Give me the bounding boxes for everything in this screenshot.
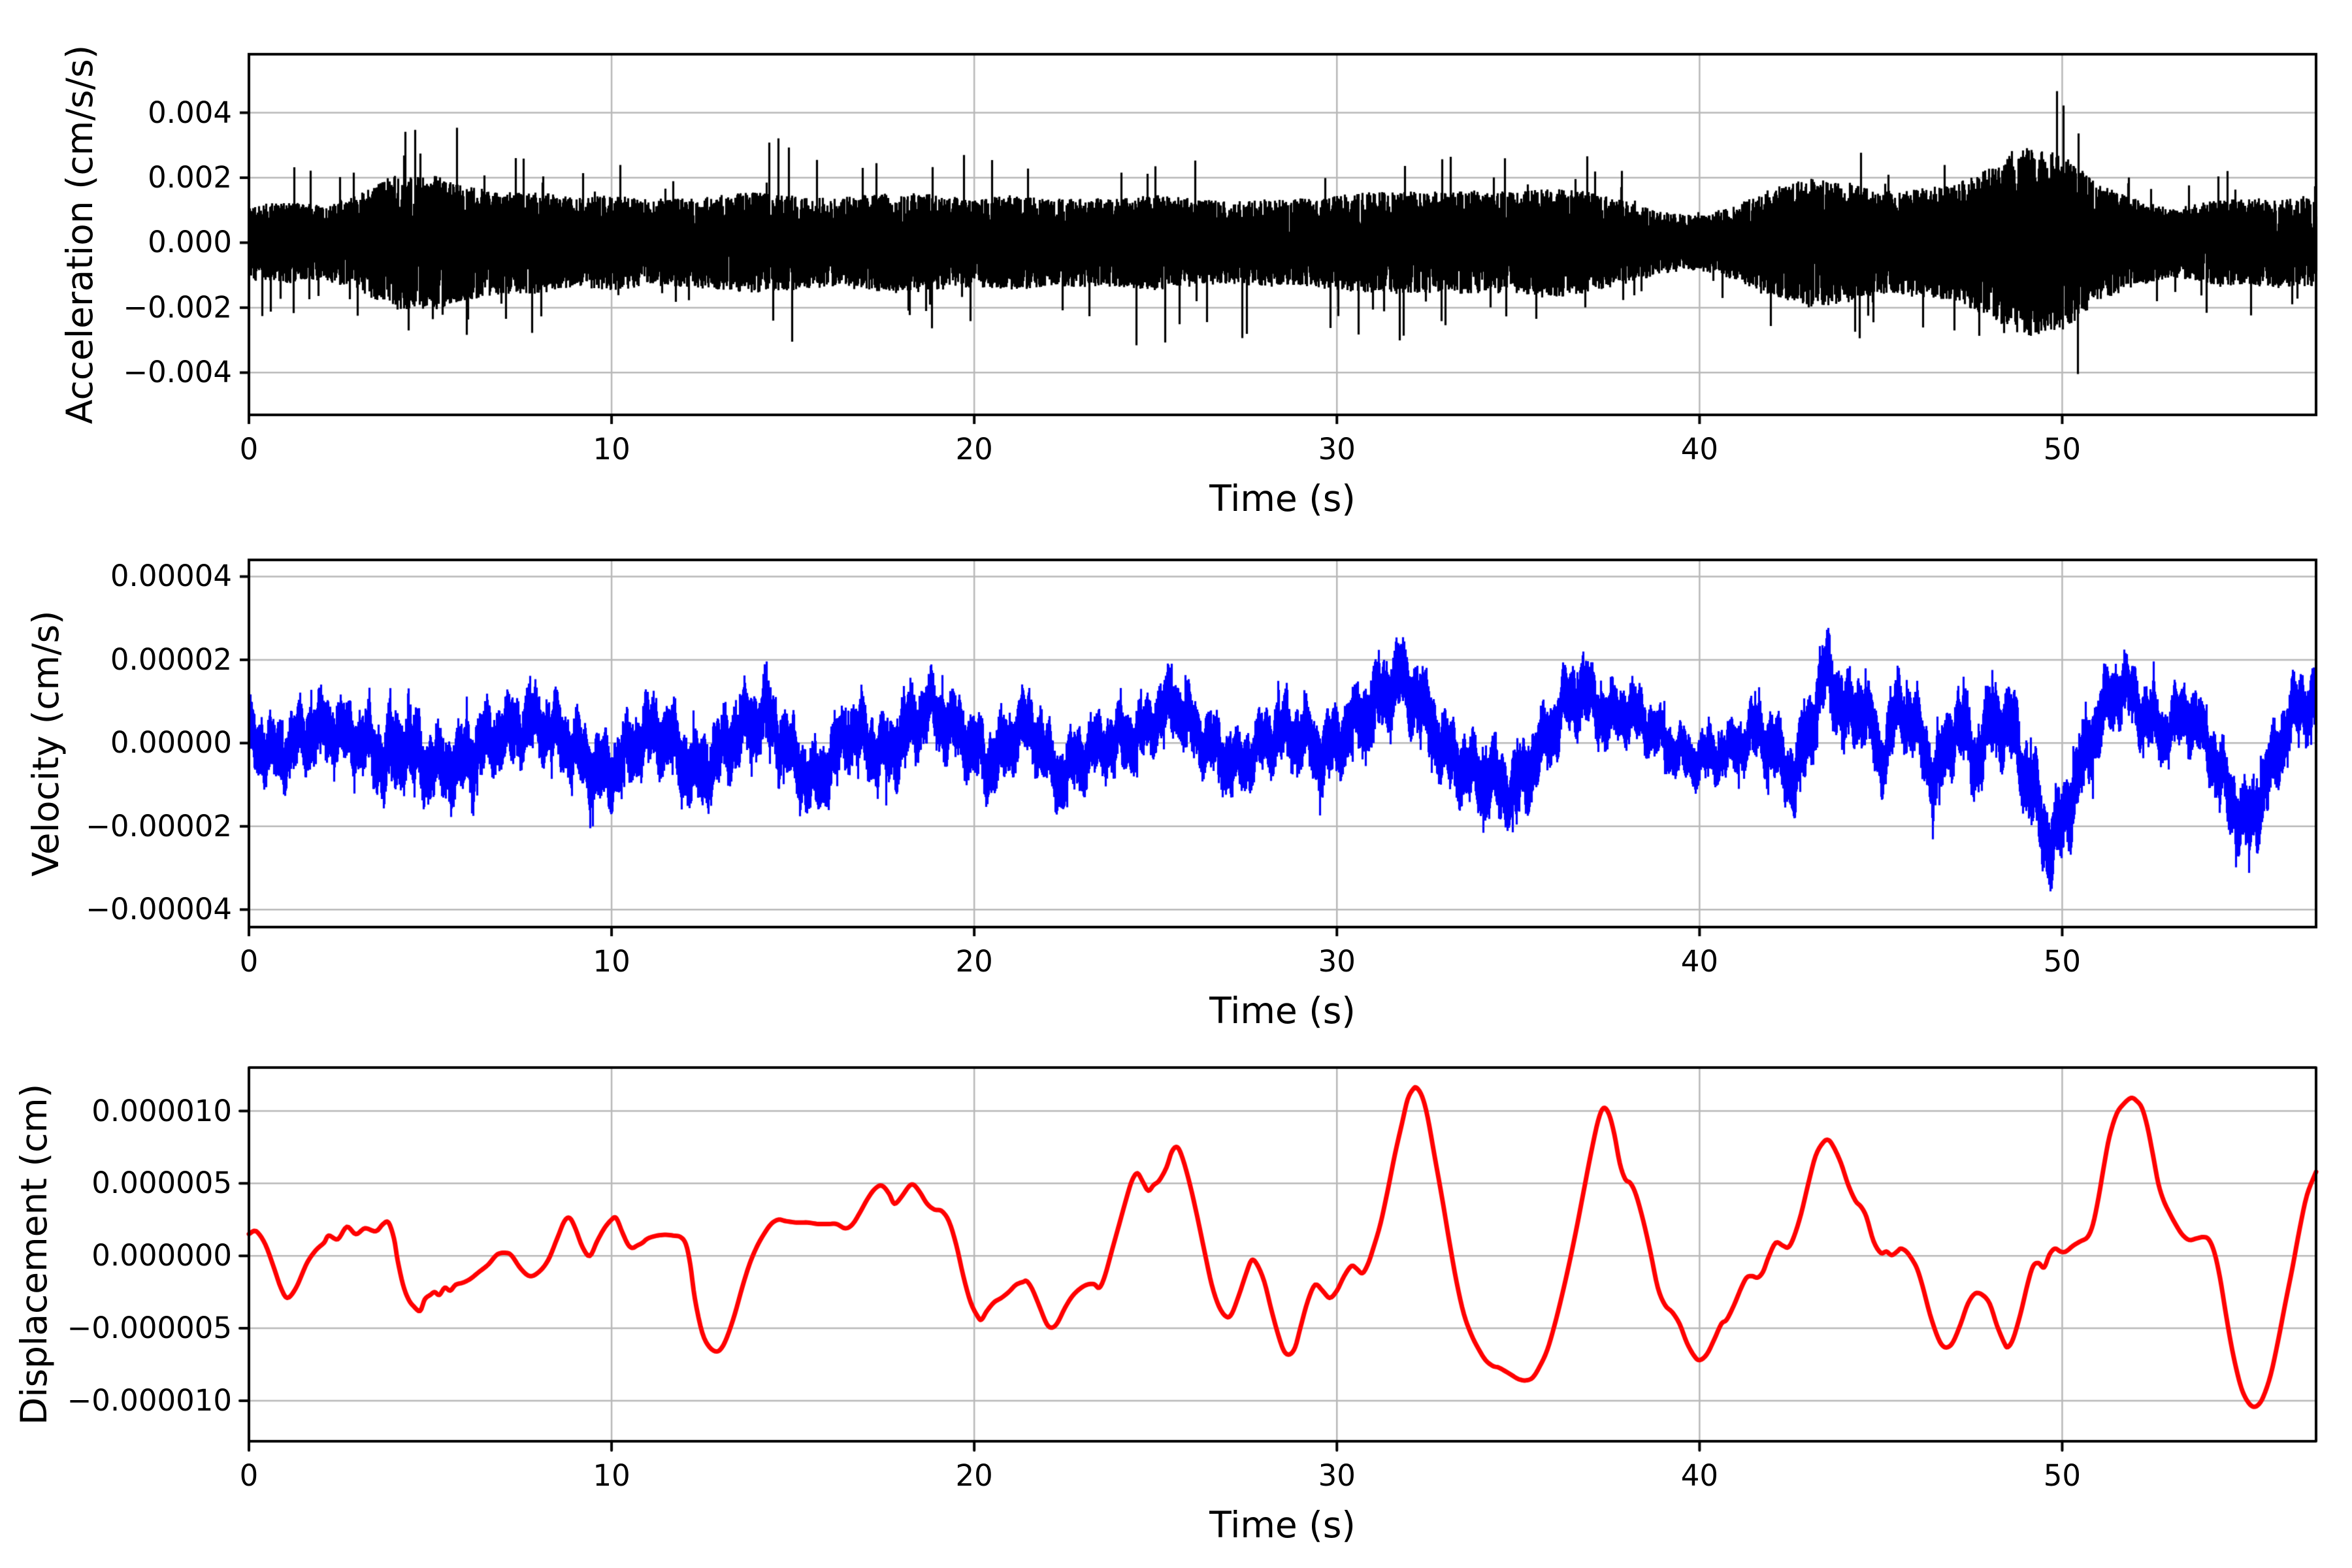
displacement-waveform-canvas <box>223 1062 2321 1467</box>
displacement-panel: Displacement (cm) Time (s) 0.000010 0.000… <box>0 1062 2352 1546</box>
displacement-y-axis-label: Displacement (cm) <box>13 1083 55 1426</box>
acceleration-ytick-label: −0.002 <box>123 289 232 325</box>
displacement-xtick-label: 40 <box>1680 1458 1718 1493</box>
acceleration-ytick-label: 0.002 <box>148 159 232 195</box>
displacement-ytick-label: −0.000010 <box>67 1382 232 1418</box>
acceleration-ytick-label: 0.000 <box>148 225 232 260</box>
velocity-xtick-label: 0 <box>239 944 259 979</box>
velocity-x-axis-label: Time (s) <box>1209 990 1356 1032</box>
velocity-ytick-label: −0.00004 <box>86 892 232 927</box>
acceleration-xtick-label: 30 <box>1318 432 1356 466</box>
velocity-panel: Velocity (cm/s) Time (s) 0.00004 0.00002 0… <box>0 555 2352 1032</box>
velocity-xtick-label: 10 <box>593 944 630 979</box>
displacement-ytick-label: −0.000005 <box>67 1311 232 1346</box>
velocity-xtick-label: 30 <box>1318 944 1356 979</box>
displacement-xtick-label: 50 <box>2043 1458 2082 1493</box>
acceleration-xtick-label: 20 <box>955 432 993 466</box>
displacement-xtick-label: 0 <box>239 1458 259 1493</box>
acceleration-waveform-canvas <box>223 49 2321 441</box>
displacement-x-axis-label: Time (s) <box>1209 1504 1356 1546</box>
acceleration-ytick-label: −0.004 <box>123 355 232 390</box>
velocity-ytick-label: −0.00002 <box>86 808 232 843</box>
acceleration-xtick-label: 10 <box>593 432 630 466</box>
displacement-ytick-label: 0.000000 <box>91 1238 232 1273</box>
velocity-ytick-label: 0.00004 <box>110 559 232 594</box>
acceleration-x-axis-label: Time (s) <box>1209 478 1356 519</box>
acceleration-ytick-label: 0.004 <box>148 95 232 130</box>
velocity-xtick-label: 50 <box>2043 944 2082 979</box>
velocity-xtick-label: 20 <box>955 944 993 979</box>
displacement-xtick-label: 30 <box>1318 1458 1356 1493</box>
velocity-xtick-label: 40 <box>1680 944 1718 979</box>
acceleration-panel: Acceleration (cm/s/s) Time (s) 0.004 0.00… <box>0 45 2352 519</box>
velocity-waveform-canvas <box>223 555 2321 953</box>
acceleration-xtick-label: 40 <box>1680 432 1718 466</box>
velocity-y-axis-label: Velocity (cm/s) <box>25 610 67 877</box>
velocity-ytick-label: 0.00002 <box>110 642 232 677</box>
displacement-xtick-label: 20 <box>955 1458 993 1493</box>
acceleration-xtick-label: 50 <box>2043 432 2082 466</box>
displacement-ytick-label: 0.000005 <box>91 1166 232 1201</box>
displacement-xtick-label: 10 <box>593 1458 630 1493</box>
displacement-ytick-label: 0.000010 <box>91 1093 232 1128</box>
acceleration-xtick-label: 0 <box>239 432 259 466</box>
velocity-ytick-label: 0.00000 <box>110 725 232 760</box>
